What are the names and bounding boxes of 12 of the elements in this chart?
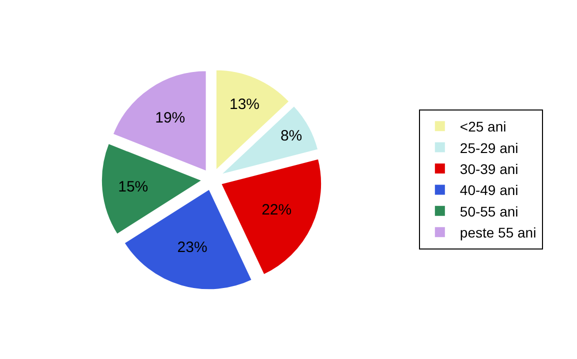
legend-label: 30-39 ani <box>460 160 518 177</box>
legend-label: 50-55 ani <box>460 203 518 220</box>
legend-label: 40-49 ani <box>460 182 518 198</box>
legend-label: 25-29 ani <box>460 140 518 156</box>
legend-label: <25 ani <box>460 118 506 135</box>
data-label: 8% <box>280 127 302 144</box>
data-label: 22% <box>262 201 292 218</box>
data-label: 23% <box>177 238 208 256</box>
data-label: 19% <box>155 109 186 126</box>
legend-label: peste 55 ani <box>460 224 536 241</box>
data-label: 13% <box>230 96 260 113</box>
data-label: 15% <box>118 178 148 196</box>
